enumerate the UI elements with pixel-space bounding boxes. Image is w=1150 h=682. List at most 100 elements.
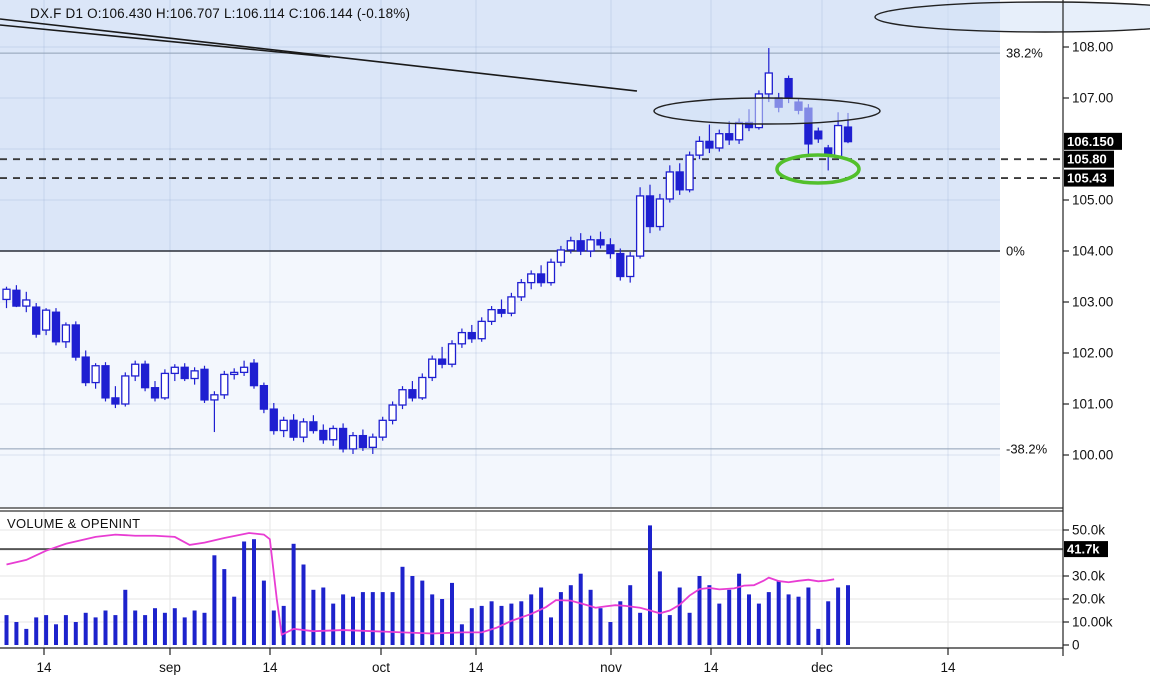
candle-body xyxy=(319,429,328,441)
candle-body xyxy=(616,252,625,278)
candle-body xyxy=(705,140,714,149)
candle-body xyxy=(695,140,704,156)
volume-bar xyxy=(63,615,68,645)
volume-bar xyxy=(242,541,247,645)
candle-body xyxy=(645,195,655,228)
volume-bar xyxy=(83,612,88,645)
candle-body xyxy=(388,404,397,421)
candle-body xyxy=(289,419,298,438)
candle-body xyxy=(121,375,130,405)
candle-body xyxy=(527,273,536,284)
volume-bar xyxy=(360,592,365,645)
volume-bar xyxy=(618,601,623,645)
volume-bar xyxy=(489,601,494,645)
volume-axis-label: 10.00k xyxy=(1072,615,1113,630)
volume-bar xyxy=(677,587,682,645)
volume-bar xyxy=(212,555,217,645)
volume-bar xyxy=(420,580,425,645)
candle-body xyxy=(329,427,338,441)
volume-bar xyxy=(588,589,593,645)
price-axis-label: 104.00 xyxy=(1072,244,1113,259)
candle-body xyxy=(437,358,447,365)
volume-bar xyxy=(113,615,118,645)
candle-body xyxy=(655,198,665,228)
volume-bar xyxy=(539,587,544,645)
volume-bar xyxy=(4,615,9,645)
price-axis-label: 102.00 xyxy=(1072,346,1113,361)
volume-bar xyxy=(786,594,791,645)
x-axis-label: 14 xyxy=(468,660,484,675)
volume-bar xyxy=(153,608,157,645)
candle-body xyxy=(269,408,278,432)
volume-axis-label: 50.0k xyxy=(1072,523,1105,538)
volume-bar xyxy=(54,624,58,645)
price-badge xyxy=(1064,132,1122,150)
candle-body xyxy=(230,371,239,376)
volume-bar xyxy=(232,596,237,645)
volume-bar xyxy=(34,617,39,645)
volume-bar xyxy=(93,617,98,645)
volume-bar xyxy=(14,622,19,645)
candle-body xyxy=(378,419,387,438)
ohlc-readout: DX.F D1 O:106.430 H:106.707 L:106.114 C:… xyxy=(30,6,410,21)
candle-body xyxy=(220,373,229,396)
volume-bar xyxy=(162,612,167,645)
candle-body xyxy=(348,434,358,450)
candle-body xyxy=(111,397,120,405)
fib-level-label: 0% xyxy=(1006,244,1025,259)
candle-body xyxy=(457,331,467,345)
candle-body xyxy=(309,421,318,432)
candle-body xyxy=(675,171,684,191)
volume-bar xyxy=(756,603,761,645)
candle-body xyxy=(81,356,90,384)
volume-bar xyxy=(479,605,484,645)
volume-bar xyxy=(796,596,801,645)
volume-bar xyxy=(747,594,751,645)
volume-bar xyxy=(737,573,742,645)
candle-body xyxy=(833,124,843,157)
candle-body xyxy=(507,296,516,314)
volume-bar xyxy=(370,592,375,645)
volume-bar xyxy=(331,603,336,645)
price-badge-label: 105.43 xyxy=(1067,171,1107,186)
volume-bar xyxy=(628,585,633,645)
x-axis-label: 14 xyxy=(940,660,956,675)
candle-body xyxy=(725,133,734,141)
volume-axis-label: 0 xyxy=(1072,638,1080,653)
top-right-ellipse xyxy=(874,1,1150,33)
candle-body xyxy=(814,130,823,140)
candle-body xyxy=(140,363,150,389)
candle-body xyxy=(160,372,170,399)
volume-bar xyxy=(598,608,603,645)
volume-bar xyxy=(44,615,49,645)
candle-body xyxy=(368,436,377,448)
price-axis-label: 103.00 xyxy=(1072,295,1113,310)
trendline xyxy=(0,18,638,92)
candle-body xyxy=(259,384,269,410)
volume-bar xyxy=(776,580,781,645)
trendline xyxy=(0,24,331,58)
candle-body xyxy=(398,389,407,406)
volume-bar xyxy=(806,587,811,645)
open-interest-line xyxy=(6,532,835,636)
volume-bar xyxy=(291,543,296,645)
price-axis-label: 105.00 xyxy=(1072,193,1113,208)
volume-bar xyxy=(469,608,474,645)
candle-body xyxy=(487,308,496,323)
volume-bar xyxy=(687,612,692,645)
candle-body xyxy=(447,343,457,365)
volume-bar xyxy=(311,589,316,645)
price-badge-label: 105.80 xyxy=(1067,152,1107,167)
x-axis-label: 14 xyxy=(703,660,719,675)
volume-bar xyxy=(301,564,306,645)
volume-bar xyxy=(133,610,138,645)
volume-bar xyxy=(707,585,712,645)
x-axis-label: oct xyxy=(372,660,390,675)
volume-bar xyxy=(222,569,227,645)
volume-bar xyxy=(202,612,207,645)
candle-body xyxy=(299,421,308,438)
price-axis-label: 107.00 xyxy=(1072,91,1113,106)
price-badge xyxy=(1064,150,1114,168)
candle-body xyxy=(61,324,71,343)
